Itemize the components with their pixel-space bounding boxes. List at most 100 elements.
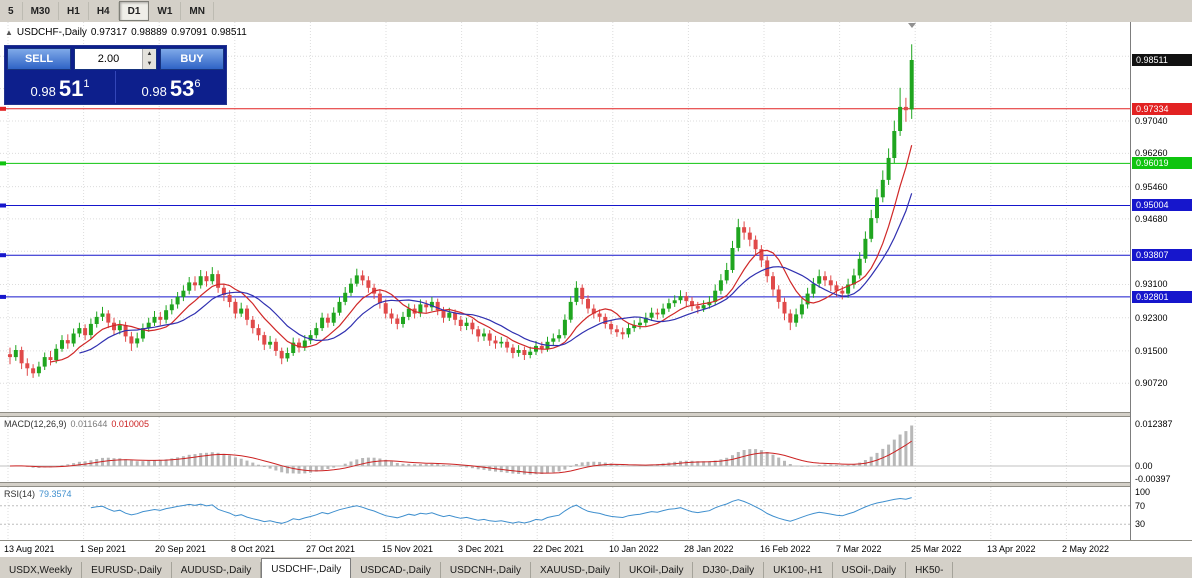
chart-tab-uk100-h1[interactable]: UK100-,H1: [764, 562, 833, 578]
ma-slow-line: [79, 193, 913, 354]
line-price-badge[interactable]: 0.96019: [1132, 157, 1192, 169]
price-axis-label: 0.96260: [1135, 148, 1168, 158]
ohlc-low: 0.97091: [171, 27, 208, 38]
chart-tab-dj30-daily[interactable]: DJ30-,Daily: [693, 562, 765, 578]
rsi-axis-label: 30: [1135, 519, 1146, 529]
time-axis-label: 3 Dec 2021: [458, 544, 505, 554]
chart-tab-ukoil-daily[interactable]: UKOil-,Daily: [620, 562, 694, 578]
line-price-badge[interactable]: 0.92801: [1132, 291, 1192, 303]
macd-chart[interactable]: [0, 417, 1130, 484]
price-axis-label: 0.93100: [1135, 279, 1168, 289]
timeframe-button-mn[interactable]: MN: [181, 2, 214, 20]
volume-decrease-button[interactable]: ▼: [143, 59, 156, 69]
rsi-value: 79.3574: [39, 489, 72, 499]
line-price-badge[interactable]: 0.93807: [1132, 249, 1192, 261]
one-click-trading-panel: SELL 2.00 ▲ ▼ BUY 0.98 51 1: [5, 46, 226, 104]
chart-symbol-label: USDCHF-,Daily: [16, 27, 87, 38]
timeframe-button-m30[interactable]: M30: [23, 2, 60, 20]
timeframe-button-w1[interactable]: W1: [149, 2, 182, 20]
line-left-marker: [0, 253, 6, 258]
price-axis-label: 0.94680: [1135, 214, 1168, 224]
timeframe-toolbar: 5 M30 H1 H4 D1 W1 MN: [0, 0, 1192, 23]
chart-tab-usdcad-daily[interactable]: USDCAD-,Daily: [351, 562, 441, 578]
price-axis-label: 0.97040: [1135, 116, 1168, 126]
macd-signal-line: [9, 440, 912, 474]
line-price-badge[interactable]: 0.97334: [1132, 103, 1192, 115]
vertical-gridlines: [7, 417, 1067, 484]
macd-label: MACD(12,26,9) 0.011644 0.010005: [4, 419, 149, 429]
sell-price-pipette: 1: [83, 78, 90, 90]
line-price-badge[interactable]: 0.95004: [1132, 199, 1192, 211]
chart-tabs-bar: USDX,Weekly EURUSD-,Daily AUDUSD-,Daily USD…: [0, 556, 1192, 578]
macd-pane[interactable]: MACD(12,26,9) 0.011644 0.010005: [0, 417, 1130, 484]
chart-tab-usdcnh-daily[interactable]: USDCNH-,Daily: [441, 562, 531, 578]
one-click-toggle-icon[interactable]: ▲: [5, 28, 13, 37]
macd-name: MACD(12,26,9): [4, 419, 67, 429]
timeframe-button-5[interactable]: 5: [0, 2, 23, 20]
timeframe-button-h1[interactable]: H1: [59, 2, 89, 20]
price-axis-label: 0.95460: [1135, 182, 1168, 192]
timeframe-button-d1[interactable]: D1: [118, 1, 150, 21]
time-axis-label: 1 Sep 2021: [80, 544, 127, 554]
volume-increase-button[interactable]: ▲: [143, 49, 156, 59]
ma-fast-line: [50, 145, 913, 363]
chart-title: ▲ USDCHF-,Daily 0.97317 0.98889 0.97091 0.985…: [5, 27, 251, 38]
pane-splitter[interactable]: [0, 412, 1192, 417]
volume-control: 2.00 ▲ ▼: [74, 48, 157, 70]
price-axis: 0.97040 0.96260 0.95460 0.94680 0.93100 0.923…: [1130, 22, 1192, 540]
time-axis-label: 2 May 2022: [1062, 544, 1110, 554]
price-axis-label: 0.92300: [1135, 313, 1168, 323]
chart-tab-usdx-weekly[interactable]: USDX,Weekly: [0, 562, 83, 578]
buy-price-display: 0.98 53 6: [116, 71, 226, 103]
buy-price-big: 53: [169, 76, 195, 101]
line-left-marker: [0, 161, 6, 166]
ohlc-close: 0.98511: [211, 27, 247, 38]
sell-button[interactable]: SELL: [7, 48, 71, 70]
buy-price-base: 0.98: [141, 84, 167, 99]
chart-tab-eurusd-daily[interactable]: EURUSD-,Daily: [82, 562, 172, 578]
macd-axis-label: 0.00: [1135, 461, 1153, 471]
macd-signal-value: 0.010005: [111, 419, 149, 429]
time-axis-label: 13 Apr 2022: [987, 544, 1036, 554]
line-left-marker: [0, 294, 6, 299]
chart-tab-xauusd-daily[interactable]: XAUUSD-,Daily: [531, 562, 620, 578]
main-chart-pane[interactable]: ▲ USDCHF-,Daily 0.97317 0.98889 0.97091 0.985…: [0, 22, 1130, 414]
time-axis-label: 10 Jan 2022: [609, 544, 659, 554]
buy-button[interactable]: BUY: [160, 48, 224, 70]
time-axis-label: 25 Mar 2022: [911, 544, 962, 554]
price-divider: [115, 71, 116, 103]
timeframe-button-h4[interactable]: H4: [89, 2, 119, 20]
vertical-gridlines: [7, 487, 1067, 540]
macd-main-value: 0.011644: [70, 419, 108, 429]
macd-histogram: [8, 425, 914, 475]
time-axis-label: 8 Oct 2021: [231, 544, 276, 554]
volume-input[interactable]: 2.00: [97, 53, 120, 65]
chart-shift-marker[interactable]: [908, 23, 916, 28]
vertical-gridlines: [7, 22, 1067, 414]
time-axis-label: 7 Mar 2022: [836, 544, 882, 554]
line-left-marker: [0, 106, 6, 111]
time-axis-label: 16 Feb 2022: [760, 544, 811, 554]
chart-tab-usdchf-daily[interactable]: USDCHF-,Daily: [261, 558, 352, 578]
price-axis-label: 0.90720: [1135, 378, 1168, 388]
sell-price-base: 0.98: [30, 84, 56, 99]
ohlc-open: 0.97317: [90, 27, 128, 38]
line-left-marker: [0, 203, 6, 208]
macd-axis-label: 0.012387: [1135, 419, 1173, 429]
time-axis-label: 27 Oct 2021: [306, 544, 356, 554]
pane-splitter[interactable]: [0, 482, 1192, 487]
chart-tab-audusd-daily[interactable]: AUDUSD-,Daily: [172, 562, 262, 578]
chart-tab-hk50-[interactable]: HK50-: [906, 562, 954, 578]
candlestick-chart[interactable]: [0, 22, 1130, 414]
buy-price-pipette: 6: [194, 78, 201, 90]
rsi-pane[interactable]: RSI(14) 79.3574: [0, 487, 1130, 540]
rsi-line: [90, 497, 912, 524]
sell-price-big: 51: [58, 76, 84, 101]
time-axis-label: 13 Aug 2021: [4, 544, 55, 554]
time-axis-label: 22 Dec 2021: [533, 544, 585, 554]
ohlc-high: 0.98889: [131, 27, 168, 38]
chart-tab-usoil-daily[interactable]: USOil-,Daily: [833, 562, 907, 578]
time-axis-label: 20 Sep 2021: [155, 544, 207, 554]
rsi-chart[interactable]: [0, 487, 1130, 540]
